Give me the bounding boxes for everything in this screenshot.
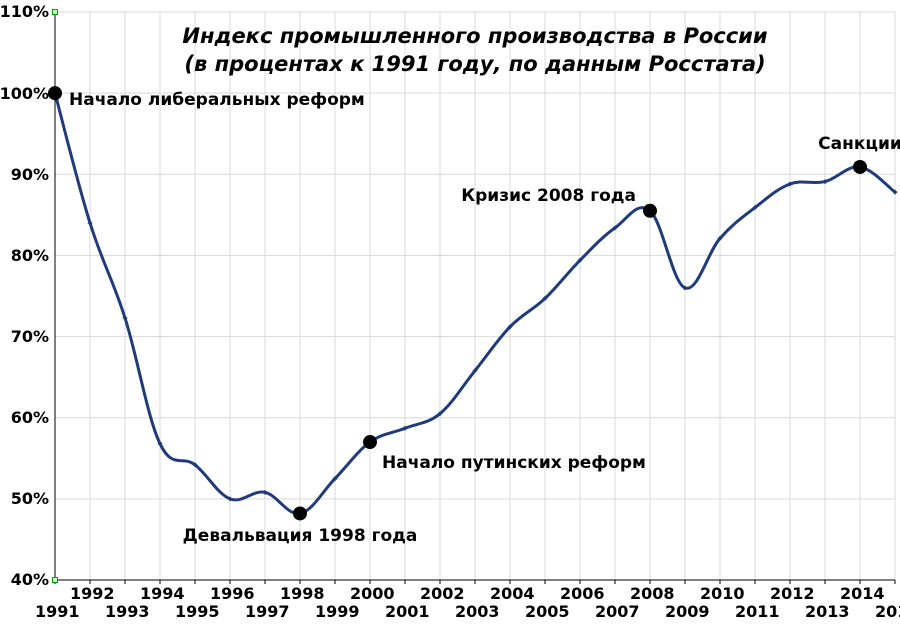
x-axis-tick-label: 1996: [210, 584, 255, 603]
x-axis-tick-label: 2008: [630, 584, 675, 603]
y-axis-tick-label: 110%: [0, 2, 49, 21]
y-axis-tick-label: 90%: [11, 165, 49, 184]
y-axis-tick-label: 50%: [11, 489, 49, 508]
annotation-label-devaluation-1998: Девальвация 1998 года: [183, 526, 418, 546]
x-axis-tick-label: 2014: [840, 584, 885, 603]
annotation-marker-liberal-reforms: [48, 86, 62, 100]
x-axis-tick-label: 2002: [420, 584, 465, 603]
x-axis-tick-label: 2006: [560, 584, 605, 603]
annotation-label-putin-reforms: Начало путинских реформ: [382, 453, 646, 473]
y-axis-tick-label: 70%: [11, 327, 49, 346]
x-axis-tick-label: 2007: [595, 602, 640, 621]
annotation-marker-devaluation-1998: [293, 506, 307, 520]
x-axis-tick-label: 2001: [385, 602, 430, 621]
y-axis-tick-label: 100%: [0, 84, 49, 103]
x-axis-tick-label: 2005: [525, 602, 570, 621]
x-axis-tick-label: 1997: [245, 602, 290, 621]
x-axis-tick-label: 1994: [140, 584, 185, 603]
corner-marker: [52, 577, 58, 583]
x-axis-tick-label: 2013: [805, 602, 850, 621]
x-axis-tick-label: 1998: [280, 584, 325, 603]
corner-marker: [52, 9, 58, 15]
annotation-label-sanctions: Санкции: [818, 134, 900, 154]
x-axis-tick-label: 2010: [700, 584, 745, 603]
annotation-label-liberal-reforms: Начало либеральных реформ: [69, 90, 365, 110]
x-axis-tick-label: 2012: [770, 584, 815, 603]
x-axis-tick-label: 2004: [490, 584, 535, 603]
x-axis-tick-label: 2015: [875, 602, 900, 621]
x-axis-tick-label: 1995: [175, 602, 220, 621]
annotation-marker-crisis-2008: [643, 204, 657, 218]
annotation-marker-putin-reforms: [363, 435, 377, 449]
annotation-marker-sanctions: [853, 160, 867, 174]
x-axis-tick-label: 1991: [35, 602, 80, 621]
x-axis-tick-label: 2003: [455, 602, 500, 621]
y-axis-tick-label: 80%: [11, 246, 49, 265]
chart-title-line1: Индекс промышленного производства в Росс…: [182, 24, 767, 48]
x-axis-tick-label: 1993: [105, 602, 150, 621]
x-axis-tick-label: 2009: [665, 602, 710, 621]
annotation-label-crisis-2008: Кризис 2008 года: [461, 186, 636, 206]
x-axis-tick-label: 2011: [735, 602, 780, 621]
chart-title-line2: (в процентах к 1991 году, по данным Росс…: [184, 52, 765, 76]
x-axis-tick-label: 1999: [315, 602, 360, 621]
x-axis-tick-label: 2000: [350, 584, 395, 603]
y-axis-tick-label: 60%: [11, 408, 49, 427]
line-chart: Индекс промышленного производства в Росс…: [0, 0, 900, 640]
y-axis-tick-label: 40%: [11, 570, 49, 589]
x-axis-tick-label: 1992: [70, 584, 115, 603]
